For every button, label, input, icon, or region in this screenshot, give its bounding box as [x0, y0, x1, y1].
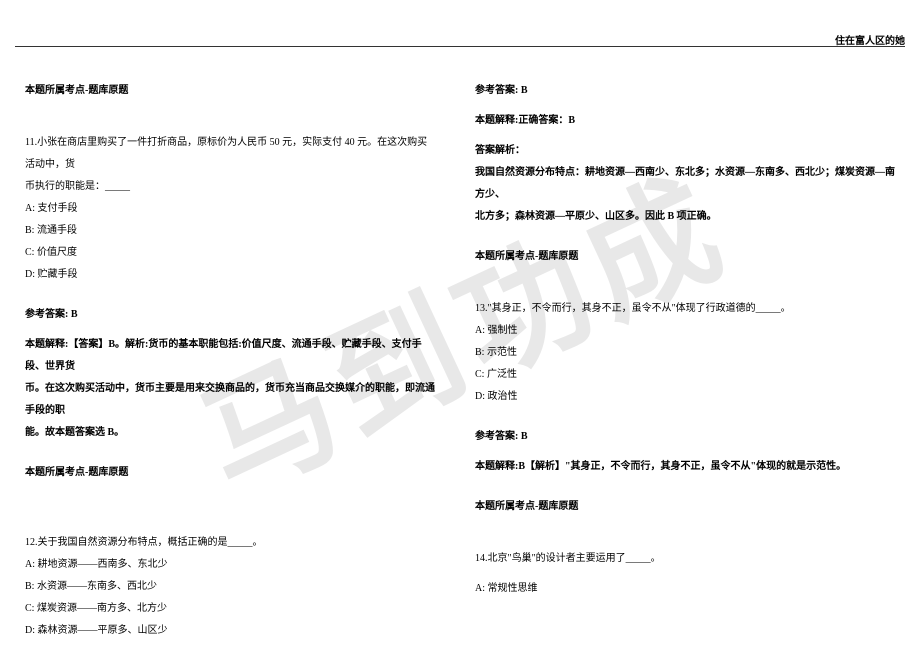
- q11-option-b: B: 流通手段: [25, 220, 435, 242]
- topic-label: 本题所属考点-题库原题: [25, 462, 435, 484]
- q11-expl-line3: 能。故本题答案选 B。: [25, 422, 435, 444]
- q14-stem: 14.北京"鸟巢"的设计者主要运用了_____。: [475, 548, 895, 570]
- topic-label: 本题所属考点-题库原题: [475, 496, 895, 518]
- q13-expl: 本题解释:B【解析】"其身正，不令而行，其身不正，虽令不从"体现的就是示范性。: [475, 456, 895, 478]
- q13-option-c: C: 广泛性: [475, 364, 895, 386]
- q12-stem: 12.关于我国自然资源分布特点，概括正确的是_____。: [25, 532, 435, 554]
- right-column: 参考答案: B 本题解释:正确答案：B 答案解析： 我国自然资源分布特点：耕地资…: [460, 60, 920, 651]
- header-divider: [15, 46, 905, 47]
- q12-parse-label: 答案解析：: [475, 140, 895, 162]
- q13-ref-answer: 参考答案: B: [475, 426, 895, 448]
- q14-option-a: A: 常规性思维: [475, 578, 895, 600]
- q13-option-a: A: 强制性: [475, 320, 895, 342]
- content-area: 本题所属考点-题库原题 11.小张在商店里购买了一件打折商品，原标价为人民币 5…: [0, 60, 920, 651]
- q12-option-d: D: 森林资源——平原多、山区少: [25, 620, 435, 642]
- header-right-text: 住在富人区的她: [835, 32, 905, 47]
- q11-option-d: D: 贮藏手段: [25, 264, 435, 286]
- left-column: 本题所属考点-题库原题 11.小张在商店里购买了一件打折商品，原标价为人民币 5…: [0, 60, 460, 651]
- q11-option-c: C: 价值尺度: [25, 242, 435, 264]
- q11-expl-line2: 币。在这次购买活动中，货币主要是用来交换商品的，货币充当商品交换媒介的职能，即流…: [25, 378, 435, 422]
- q13-option-d: D: 政治性: [475, 386, 895, 408]
- q12-option-c: C: 煤炭资源——南方多、北方少: [25, 598, 435, 620]
- topic-label: 本题所属考点-题库原题: [475, 246, 895, 268]
- q12-correct: 本题解释:正确答案：B: [475, 110, 895, 132]
- q12-parse-line2: 北方多；森林资源—平原少、山区多。因此 B 项正确。: [475, 206, 895, 228]
- q11-stem-line1: 11.小张在商店里购买了一件打折商品，原标价为人民币 50 元，实际支付 40 …: [25, 132, 435, 176]
- q12-option-b: B: 水资源——东南多、西北少: [25, 576, 435, 598]
- q11-expl-line1: 本题解释:【答案】B。解析:货币的基本职能包括:价值尺度、流通手段、贮藏手段、支…: [25, 334, 435, 378]
- q13-option-b: B: 示范性: [475, 342, 895, 364]
- q11-ref-answer: 参考答案: B: [25, 304, 435, 326]
- q12-option-a: A: 耕地资源——西南多、东北少: [25, 554, 435, 576]
- q12-parse-line1: 我国自然资源分布特点：耕地资源—西南少、东北多；水资源—东南多、西北少；煤炭资源…: [475, 162, 895, 206]
- q13-stem: 13."其身正，不令而行，其身不正，虽令不从"体现了行政道德的_____。: [475, 298, 895, 320]
- q11-stem-line2: 币执行的职能是：_____: [25, 176, 435, 198]
- topic-label: 本题所属考点-题库原题: [25, 80, 435, 102]
- q11-option-a: A: 支付手段: [25, 198, 435, 220]
- q12-ref-answer: 参考答案: B: [475, 80, 895, 102]
